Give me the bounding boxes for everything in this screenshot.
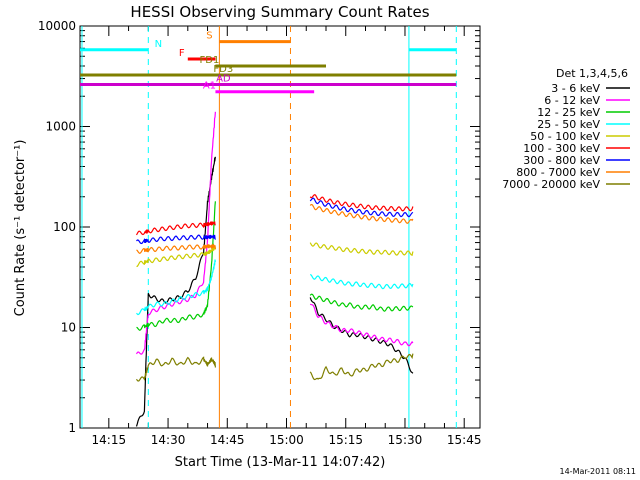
series-line-5	[309, 242, 414, 257]
legend-label: 50 - 100 keV	[530, 130, 600, 143]
x-tick-label: 14:45	[210, 433, 245, 447]
legend-label: 25 - 50 keV	[537, 118, 600, 131]
series-line-2	[309, 303, 414, 347]
series-line-8	[309, 203, 414, 224]
series-line-4	[136, 259, 216, 316]
x-tick-label: 15:30	[388, 433, 423, 447]
series-line-3	[136, 201, 216, 331]
timestamp: 14-Mar-2011 08:11	[560, 467, 637, 476]
flag-label-fd3: FD3	[213, 64, 233, 75]
series-line-8	[136, 243, 216, 254]
flag-label-a1: A1	[203, 81, 216, 92]
flag-label-ad: AD	[216, 73, 231, 84]
flag-label-f: F	[179, 48, 185, 59]
series-line-2	[135, 111, 216, 355]
series-line-4	[309, 273, 414, 290]
flag-label-s: S	[206, 31, 212, 42]
x-axis-label: Start Time (13-Mar-11 14:07:42)	[175, 455, 386, 470]
y-tick-label: 1	[68, 421, 76, 435]
legend-label: 800 - 7000 keV	[516, 166, 600, 179]
plot-frame	[79, 25, 481, 429]
series-line-3	[309, 293, 414, 312]
chart-title: HESSI Observing Summary Count Rates	[130, 3, 429, 21]
plot-area: 1 10 100 1000 10000 14:15 14:30 14:45 15:00 15:15…	[38, 19, 482, 447]
y-tick-label: 10	[61, 321, 76, 335]
series-line-5	[136, 246, 216, 268]
x-tick-label: 14:15	[92, 433, 127, 447]
x-tick-label: 15:15	[328, 433, 363, 447]
legend-label: 12 - 25 keV	[537, 106, 600, 119]
x-tick-label: 14:30	[151, 433, 186, 447]
y-axis-label: Count Rate (s⁻¹ detector⁻¹)	[13, 140, 28, 317]
legend-label: 6 - 12 keV	[544, 94, 600, 107]
legend-title: Det 1,3,4,5,6	[556, 67, 628, 80]
x-tick-label: 15:45	[447, 433, 482, 447]
y-tick-label: 1000	[45, 120, 76, 134]
flag-label-fd1: FD1	[200, 55, 220, 66]
series-line-6	[309, 194, 414, 212]
series-line-6	[135, 221, 216, 236]
y-tick-label: 10000	[38, 19, 76, 33]
series-line-9	[136, 356, 216, 382]
legend-label: 3 - 6 keV	[551, 82, 600, 95]
x-tick-label: 15:00	[269, 433, 304, 447]
series-line-9	[309, 353, 414, 381]
legend-label: 7000 - 20000 keV	[502, 178, 600, 191]
flag-label-n: N	[155, 39, 162, 50]
legend-label: 300 - 800 keV	[523, 154, 600, 167]
series-line-7	[136, 234, 216, 245]
legend-label: 100 - 300 keV	[523, 142, 600, 155]
series-line-7	[309, 197, 414, 218]
y-tick-label: 100	[53, 220, 76, 234]
